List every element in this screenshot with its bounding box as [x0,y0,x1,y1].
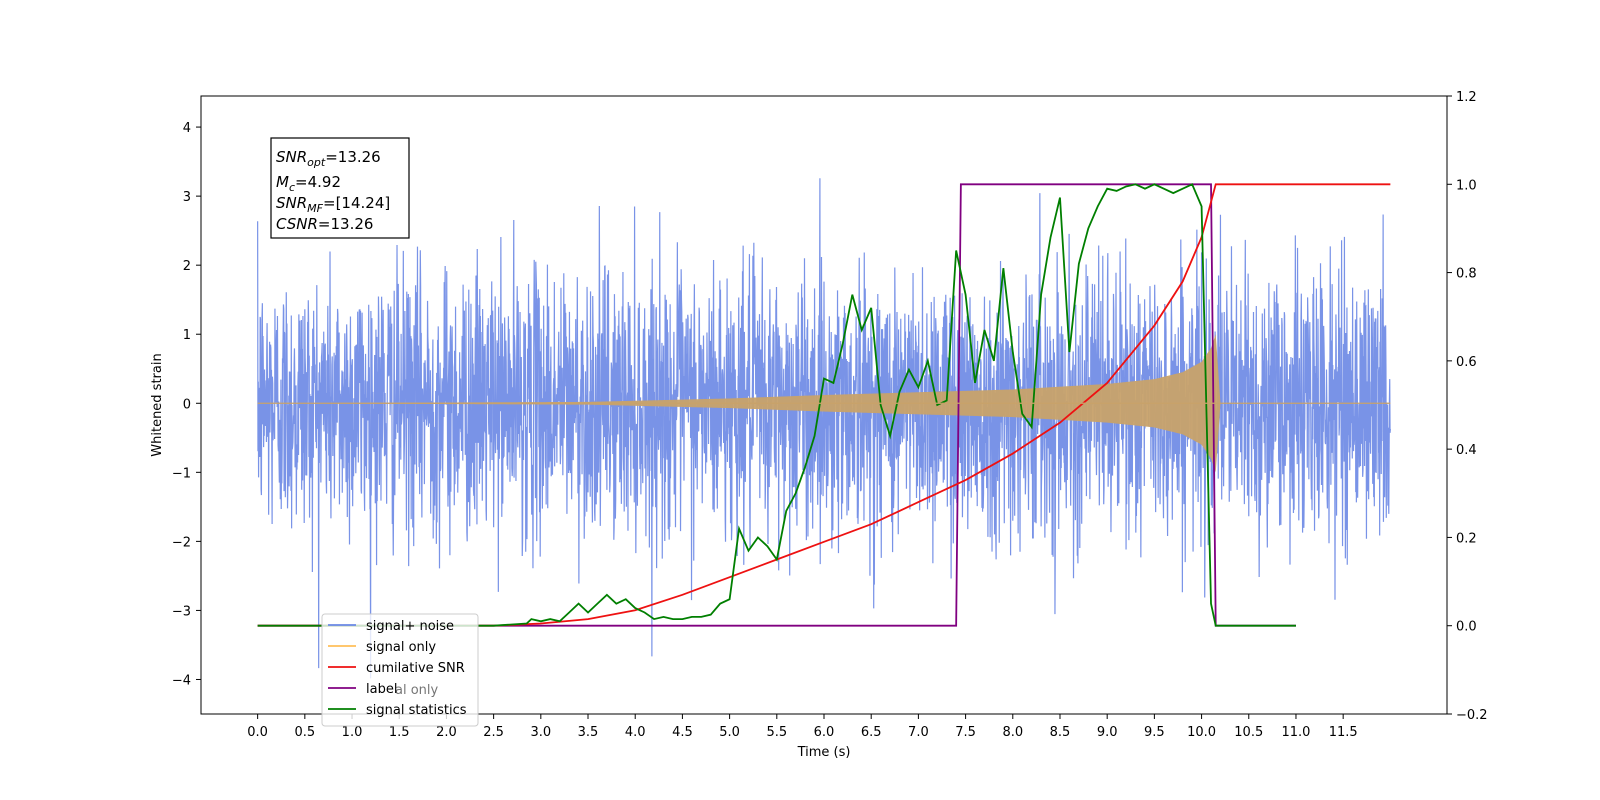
y2-tick-label: 1.2 [1456,90,1477,105]
x-tick-label: 4.5 [672,725,693,740]
y-tick-label: −4 [172,673,191,688]
legend-label-signal-only: signal only [366,640,436,655]
y2-tick-label: 0.8 [1456,267,1477,282]
annotation-snr-mf: SNRMF=[14.24] [276,194,390,215]
x-tick-label: 11.5 [1329,725,1358,740]
x-tick-label: 1.0 [342,725,363,740]
y-tick-label: 1 [183,328,191,343]
x-tick-label: 3.0 [530,725,551,740]
y-axis-left: 4 3 2 1 0 −1 −2 −3 −4 [172,121,201,688]
y2-tick-label: 1.0 [1456,178,1477,193]
annotation-box [270,137,410,239]
stats-annotation: SNRopt=13.26 Mc=4.92 SNRMF=[14.24] CSNR=… [270,137,410,239]
x-tick-label: 11.0 [1281,725,1310,740]
legend: signal+ noise signal only cumilative SNR… [321,613,479,727]
x-tick-label: 10.0 [1187,725,1216,740]
legend-label-cumulative-snr: cumilative SNR [366,661,465,676]
legend-overlap-text: al only [395,683,439,698]
x-tick-label: 9.5 [1144,725,1165,740]
x-tick-label: 0.5 [294,725,315,740]
series-cumulative-snr [257,183,1391,627]
legend-label-signal-statistics: signal statistics [366,703,467,718]
y-tick-label: 3 [183,190,191,205]
legend-label-label: label [366,682,397,697]
y-tick-label: −2 [172,535,191,550]
x-tick-label: 2.5 [483,725,504,740]
y2-tick-label: 0.6 [1456,355,1477,370]
x-tick-label: 6.0 [814,725,835,740]
x-tick-label: 4.0 [625,725,646,740]
x-tick-label: 0.0 [247,725,268,740]
annotation-csnr: CSNR=13.26 [276,215,373,233]
x-tick-label: 5.0 [719,725,740,740]
y-tick-label: 4 [183,121,191,136]
series-signal-plus-noise [257,178,1391,679]
x-tick-label: 1.5 [389,725,410,740]
x-tick-label: 7.5 [955,725,976,740]
y-tick-label: −3 [172,604,191,619]
annotation-snr-opt: SNRopt=13.26 [276,148,381,169]
legend-box [321,613,479,727]
y2-tick-label: 0.4 [1456,443,1477,458]
x-tick-label: 9.0 [1097,725,1118,740]
series-signal-statistics [257,183,1296,627]
x-tick-label: 7.0 [908,725,929,740]
y-axis-title: Whitened strain [150,353,165,456]
x-tick-label: 6.5 [861,725,882,740]
x-tick-label: 8.5 [1050,725,1071,740]
x-axis: 0.0 0.5 1.0 1.5 2.0 2.5 3.0 3.5 4.0 4.5 5.0 5.5 6.0 6… [247,714,1358,740]
y2-tick-label: 0.0 [1456,620,1477,635]
annotation-mc: Mc=4.92 [276,173,341,194]
y-tick-label: 0 [183,397,191,412]
y-tick-label: −1 [172,466,191,481]
x-tick-label: 2.0 [436,725,457,740]
y2-tick-label: −0.2 [1456,708,1488,723]
legend-label-signal-plus-noise: signal+ noise [366,619,454,634]
x-tick-label: 10.5 [1234,725,1263,740]
plot-content [257,178,1391,679]
x-tick-label: 8.0 [1002,725,1023,740]
y-tick-label: 2 [183,259,191,274]
y-axis-right: 1.2 1.0 0.8 0.6 0.4 0.2 0.0 −0.2 [1447,90,1488,723]
x-tick-label: 3.5 [578,725,599,740]
x-tick-label: 5.5 [766,725,787,740]
y2-tick-label: 0.2 [1456,531,1477,546]
x-axis-title: Time (s) [797,745,851,760]
